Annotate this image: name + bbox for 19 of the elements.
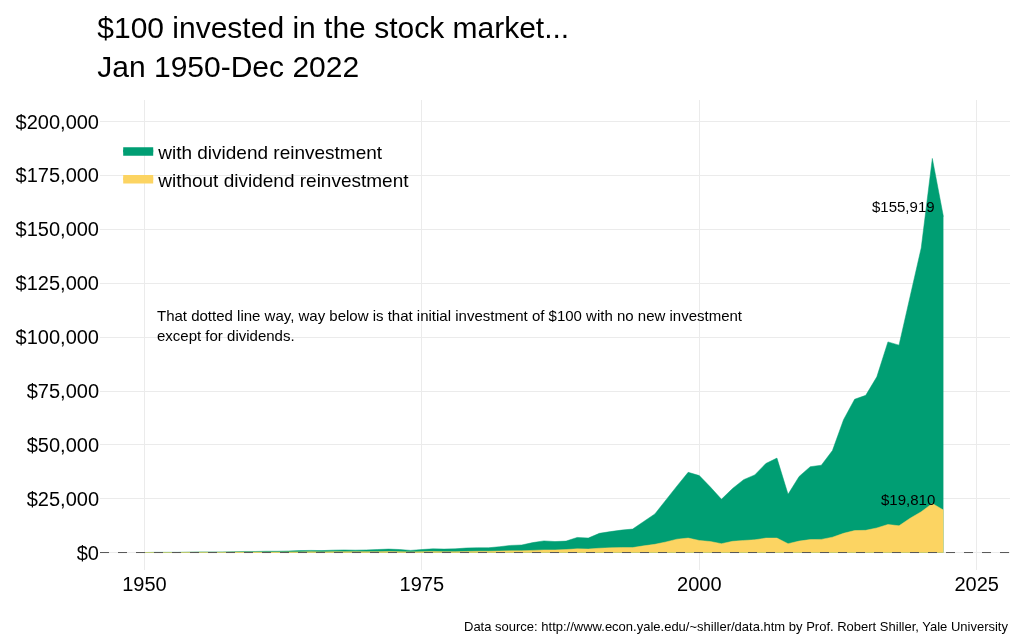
y-tick-label: $150,000 [15, 218, 99, 241]
annotation: $19,810 [881, 491, 936, 508]
chart-title: $100 invested in the stock market... Jan 1950-Dec 2022 [97, 11, 570, 84]
y-tick-label: $200,000 [15, 110, 99, 133]
y-tick-label: $75,000 [26, 380, 99, 403]
y-tick-label: $100,000 [15, 326, 99, 349]
annotation: That dotted line way, way below is that initial investment of $100 with no new investment except for dividends. [157, 307, 743, 344]
legend-label: with dividend reinvestment [157, 142, 383, 164]
y-tick-label: $0 [76, 541, 99, 564]
x-tick-label: 2025 [954, 573, 999, 595]
legend-label: without dividend reinvestment [157, 169, 410, 191]
y-tick-label: $50,000 [26, 433, 99, 456]
y-tick-label: $175,000 [15, 164, 99, 187]
x-tick-label: 2000 [677, 573, 722, 595]
y-tick-label: $25,000 [26, 487, 99, 510]
y-tick-label: $125,000 [15, 272, 99, 295]
x-tick-label: 1950 [122, 573, 167, 595]
x-tick-label: 1975 [399, 573, 445, 595]
source-note: Data source: http://www.econ.yale.edu/~shiller/data.htm by Prof. Robert Shiller, Yale University [464, 619, 1009, 634]
